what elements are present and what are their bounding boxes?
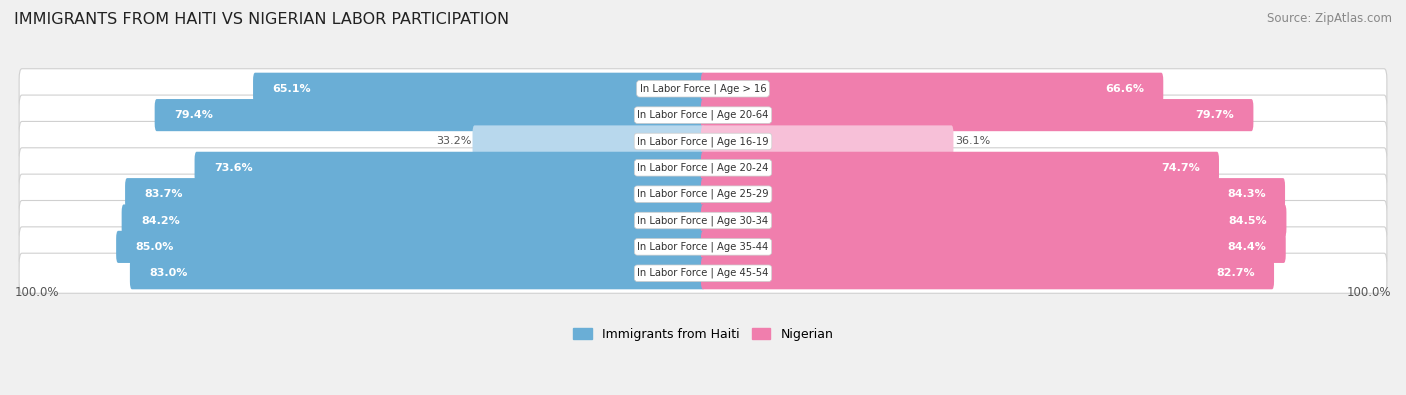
FancyBboxPatch shape (253, 73, 704, 105)
FancyBboxPatch shape (20, 148, 1386, 188)
Text: 83.0%: 83.0% (149, 268, 187, 278)
FancyBboxPatch shape (20, 253, 1386, 293)
FancyBboxPatch shape (20, 227, 1386, 267)
FancyBboxPatch shape (702, 178, 1285, 210)
FancyBboxPatch shape (702, 257, 1274, 289)
Text: IMMIGRANTS FROM HAITI VS NIGERIAN LABOR PARTICIPATION: IMMIGRANTS FROM HAITI VS NIGERIAN LABOR … (14, 12, 509, 27)
FancyBboxPatch shape (129, 257, 704, 289)
Text: 85.0%: 85.0% (135, 242, 174, 252)
FancyBboxPatch shape (20, 69, 1386, 109)
Text: 33.2%: 33.2% (436, 136, 471, 147)
Text: 84.4%: 84.4% (1227, 242, 1267, 252)
FancyBboxPatch shape (20, 95, 1386, 135)
Text: 36.1%: 36.1% (955, 136, 990, 147)
FancyBboxPatch shape (702, 99, 1253, 131)
Text: 100.0%: 100.0% (15, 286, 59, 299)
Text: In Labor Force | Age 25-29: In Labor Force | Age 25-29 (637, 189, 769, 199)
Text: In Labor Force | Age 20-24: In Labor Force | Age 20-24 (637, 163, 769, 173)
FancyBboxPatch shape (122, 205, 704, 237)
FancyBboxPatch shape (702, 73, 1163, 105)
FancyBboxPatch shape (702, 152, 1219, 184)
Text: 79.4%: 79.4% (174, 110, 212, 120)
Text: 82.7%: 82.7% (1216, 268, 1254, 278)
FancyBboxPatch shape (702, 205, 1286, 237)
FancyBboxPatch shape (472, 125, 704, 158)
FancyBboxPatch shape (20, 121, 1386, 162)
Text: 84.5%: 84.5% (1229, 216, 1267, 226)
Text: 84.3%: 84.3% (1227, 189, 1265, 199)
Text: In Labor Force | Age 20-64: In Labor Force | Age 20-64 (637, 110, 769, 120)
FancyBboxPatch shape (20, 174, 1386, 214)
FancyBboxPatch shape (117, 231, 704, 263)
Text: In Labor Force | Age 35-44: In Labor Force | Age 35-44 (637, 242, 769, 252)
FancyBboxPatch shape (125, 178, 704, 210)
Text: 79.7%: 79.7% (1195, 110, 1234, 120)
Text: 74.7%: 74.7% (1161, 163, 1199, 173)
Text: 100.0%: 100.0% (1347, 286, 1391, 299)
Text: In Labor Force | Age 45-54: In Labor Force | Age 45-54 (637, 268, 769, 278)
Text: 65.1%: 65.1% (273, 84, 311, 94)
FancyBboxPatch shape (702, 231, 1285, 263)
Text: In Labor Force | Age 30-34: In Labor Force | Age 30-34 (637, 215, 769, 226)
FancyBboxPatch shape (702, 125, 953, 158)
Text: 66.6%: 66.6% (1105, 84, 1144, 94)
Text: 84.2%: 84.2% (141, 216, 180, 226)
Text: 73.6%: 73.6% (214, 163, 253, 173)
Text: Source: ZipAtlas.com: Source: ZipAtlas.com (1267, 12, 1392, 25)
Text: In Labor Force | Age 16-19: In Labor Force | Age 16-19 (637, 136, 769, 147)
Text: 83.7%: 83.7% (145, 189, 183, 199)
FancyBboxPatch shape (20, 201, 1386, 241)
Text: In Labor Force | Age > 16: In Labor Force | Age > 16 (640, 83, 766, 94)
FancyBboxPatch shape (194, 152, 704, 184)
Legend: Immigrants from Haiti, Nigerian: Immigrants from Haiti, Nigerian (568, 323, 838, 346)
FancyBboxPatch shape (155, 99, 704, 131)
